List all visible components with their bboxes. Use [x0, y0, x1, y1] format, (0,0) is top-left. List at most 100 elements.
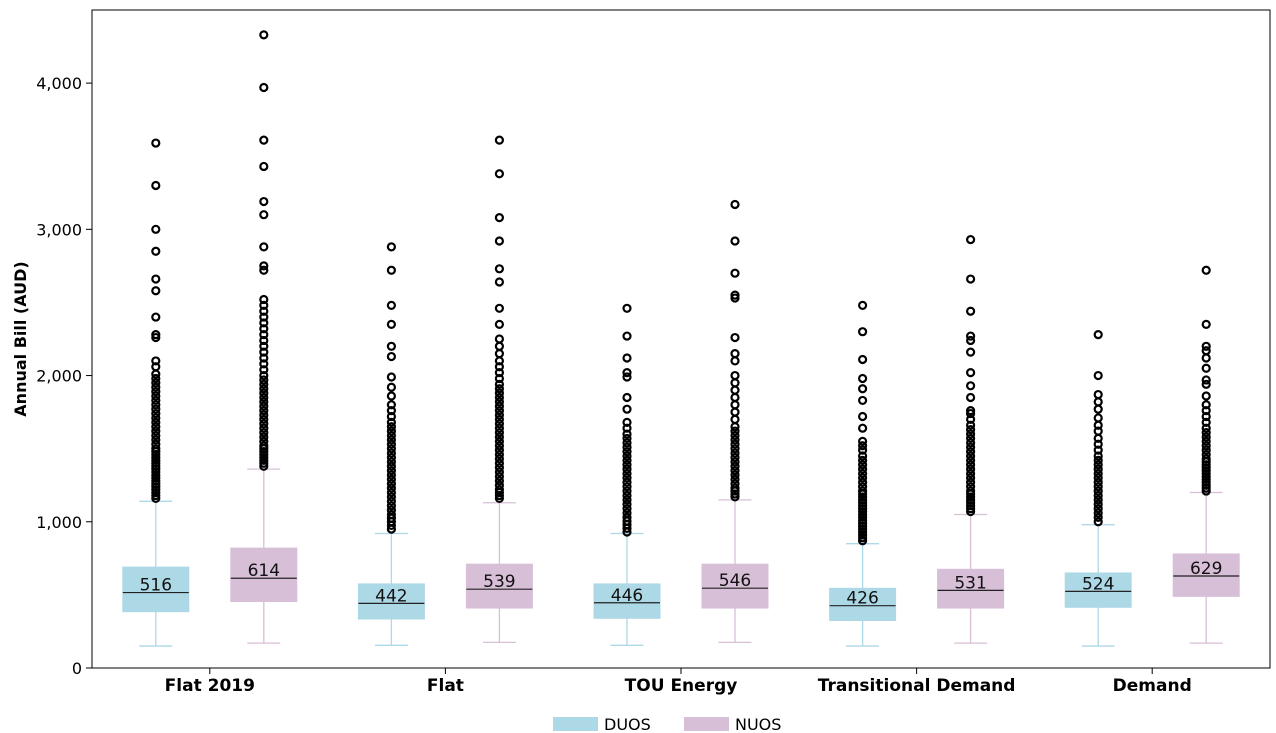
- outlier-point: [1201, 423, 1211, 433]
- outlier-point: [151, 373, 161, 384]
- outlier-point: [1093, 397, 1103, 407]
- outlier-point: [386, 479, 396, 489]
- outlier-point: [494, 401, 504, 411]
- outlier-point: [1093, 486, 1103, 496]
- outlier-point: [622, 303, 632, 313]
- outlier-point: [857, 451, 868, 461]
- outlier-point: [730, 199, 740, 210]
- legend-swatch-nuos: [684, 717, 729, 731]
- outlier-point: [151, 362, 161, 372]
- outlier-point: [730, 385, 740, 395]
- outlier-point: [965, 425, 976, 435]
- outlier-point: [494, 392, 504, 403]
- outlier-point: [730, 378, 740, 388]
- y-tick-label: 3,000: [36, 220, 82, 239]
- outlier-point: [622, 490, 632, 501]
- outlier-point: [857, 436, 868, 446]
- outlier-point: [965, 455, 976, 465]
- median-label: 516: [140, 576, 172, 596]
- outlier-point: [386, 509, 396, 520]
- outlier-point: [1201, 400, 1211, 410]
- outlier-point: [259, 370, 269, 381]
- outlier-point: [259, 242, 269, 252]
- outlier-point: [622, 417, 632, 427]
- outlier-point: [494, 467, 504, 477]
- outlier-point: [857, 354, 868, 365]
- outlier-point: [259, 384, 269, 394]
- x-tick-label: Demand: [1113, 676, 1192, 696]
- outlier-point: [494, 454, 504, 464]
- outlier-point: [151, 430, 161, 441]
- outlier-point: [259, 341, 269, 351]
- outlier-point: [730, 332, 740, 343]
- y-tick-label: 4,000: [36, 74, 82, 93]
- outlier-point: [151, 422, 161, 432]
- outlier-point: [259, 300, 269, 310]
- outlier-point: [386, 435, 396, 445]
- outlier-point: [494, 319, 504, 329]
- outlier-point: [622, 477, 632, 487]
- outlier-point: [965, 429, 976, 439]
- outlier-point: [151, 417, 161, 427]
- outlier-point: [730, 444, 740, 454]
- outlier-point: [259, 335, 269, 346]
- outlier-point: [151, 274, 161, 284]
- outlier-point: [259, 306, 269, 316]
- outlier-point: [386, 444, 396, 454]
- outlier-point: [965, 460, 976, 470]
- outlier-point: [259, 330, 269, 340]
- outlier-point: [259, 294, 269, 305]
- outlier-point: [965, 464, 976, 474]
- outlier-point: [622, 499, 632, 509]
- outlier-point: [386, 300, 396, 310]
- outlier-point: [151, 246, 161, 256]
- outlier-point: [494, 449, 504, 460]
- outlier-point: [259, 82, 269, 93]
- outlier-point: [857, 327, 868, 337]
- outlier-point: [622, 508, 632, 518]
- legend: DUOS NUOS: [553, 715, 781, 733]
- median-label: 629: [1190, 559, 1222, 579]
- outlier-point: [494, 480, 504, 490]
- outlier-point: [259, 324, 269, 334]
- outlier-point: [1093, 404, 1103, 414]
- outlier-point: [857, 441, 868, 451]
- outlier-point: [259, 261, 269, 271]
- outlier-point: [259, 441, 269, 451]
- legend-label-duos: DUOS: [604, 715, 651, 733]
- outlier-point: [386, 372, 396, 382]
- outlier-point: [386, 411, 396, 422]
- outlier-point: [494, 236, 504, 246]
- outlier-point: [494, 277, 504, 287]
- outlier-point: [622, 473, 632, 483]
- outlier-point: [965, 468, 976, 479]
- outlier-point: [857, 482, 868, 492]
- outlier-point: [622, 468, 632, 479]
- outlier-point: [1201, 417, 1211, 427]
- outlier-point: [151, 404, 161, 414]
- outlier-point: [1093, 370, 1103, 381]
- outlier-point: [730, 439, 740, 449]
- outlier-point: [151, 444, 161, 454]
- outlier-point: [1201, 265, 1211, 275]
- y-tick-label: 1,000: [36, 513, 82, 532]
- outlier-point: [494, 334, 504, 344]
- outlier-point: [622, 446, 632, 457]
- outlier-point: [730, 470, 740, 480]
- outlier-point: [259, 318, 269, 328]
- outlier-point: [386, 474, 396, 484]
- x-tick-label: Flat: [427, 676, 464, 696]
- outlier-point: [259, 401, 269, 411]
- outlier-point: [151, 439, 161, 449]
- outlier-point: [857, 300, 868, 310]
- outlier-point: [622, 512, 632, 522]
- axes: 0 1,000 2,000 3,000 4,000 Flat 2019 Flat TOU En…: [36, 74, 1192, 696]
- outlier-point: [386, 439, 396, 449]
- outlier-point: [494, 384, 504, 394]
- outlier-point: [494, 341, 504, 351]
- outlier-point: [151, 312, 161, 322]
- outlier-point: [1201, 449, 1211, 460]
- outlier-point: [494, 406, 504, 416]
- outlier-point: [965, 335, 976, 346]
